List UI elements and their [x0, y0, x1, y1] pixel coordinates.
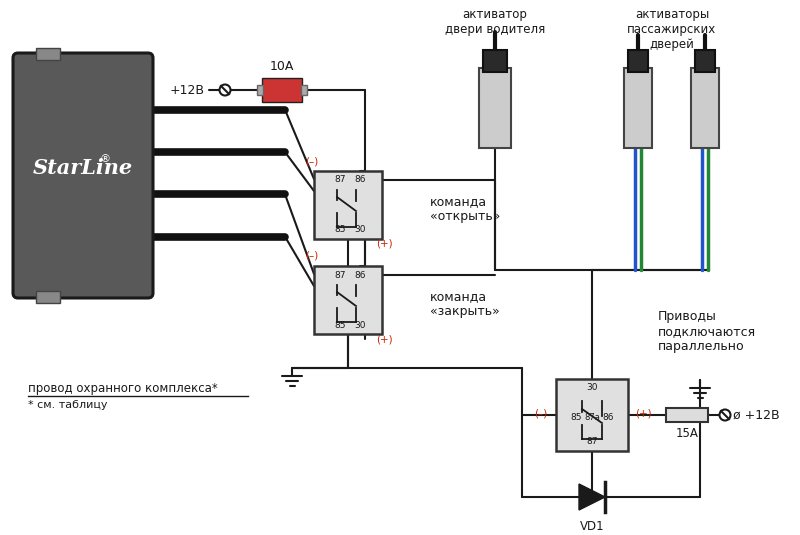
Text: (+): (+): [634, 409, 651, 419]
Text: (+): (+): [376, 239, 392, 249]
Bar: [257, 85, 263, 95]
Bar: [666, 408, 708, 422]
Text: 15А: 15А: [675, 427, 698, 440]
Text: (–): (–): [306, 251, 318, 261]
Bar: [479, 68, 511, 148]
Text: Приводы
подключаются
параллельно: Приводы подключаются параллельно: [658, 310, 756, 353]
Bar: [336, 304, 360, 320]
Bar: [262, 78, 302, 102]
Text: 85: 85: [334, 225, 346, 234]
Bar: [624, 68, 652, 148]
Text: 87: 87: [334, 175, 346, 185]
Text: 85: 85: [334, 320, 346, 330]
Text: (+): (+): [376, 334, 392, 344]
Bar: [36, 48, 60, 60]
Text: (–): (–): [534, 409, 548, 419]
Bar: [483, 50, 507, 72]
Bar: [301, 85, 307, 95]
Text: активатор
двери водителя: активатор двери водителя: [445, 8, 545, 36]
Bar: [691, 68, 719, 148]
Text: активаторы
пассажирских
дверей: активаторы пассажирских дверей: [627, 8, 717, 51]
Polygon shape: [579, 484, 605, 510]
Text: +12В: +12В: [170, 83, 205, 96]
Text: 10А: 10А: [270, 60, 294, 73]
Text: 30: 30: [354, 225, 366, 234]
Text: VD1: VD1: [580, 520, 604, 533]
Bar: [314, 266, 382, 334]
Bar: [36, 291, 60, 303]
Text: 87: 87: [586, 438, 598, 447]
Bar: [314, 171, 382, 239]
Bar: [556, 379, 628, 451]
Bar: [336, 209, 360, 225]
Text: 85: 85: [570, 412, 582, 422]
Text: 86: 86: [354, 175, 366, 185]
Text: 86: 86: [354, 271, 366, 279]
Bar: [695, 50, 715, 72]
FancyBboxPatch shape: [13, 53, 153, 298]
Text: 87а: 87а: [584, 414, 600, 423]
Text: провод охранного комплекса*: провод охранного комплекса*: [28, 382, 218, 395]
Text: ®: ®: [99, 155, 110, 164]
Text: команда
«открыть»: команда «открыть»: [430, 195, 500, 223]
Bar: [628, 50, 648, 72]
Text: StarLine: StarLine: [33, 157, 133, 178]
Text: команда
«закрыть»: команда «закрыть»: [430, 290, 500, 318]
Text: 87: 87: [334, 271, 346, 279]
Text: ø +12В: ø +12В: [733, 409, 780, 422]
Text: (–): (–): [306, 156, 318, 166]
Text: 30: 30: [354, 320, 366, 330]
Text: * см. таблицу: * см. таблицу: [28, 400, 107, 410]
Text: 30: 30: [586, 384, 598, 393]
Text: 86: 86: [602, 412, 614, 422]
